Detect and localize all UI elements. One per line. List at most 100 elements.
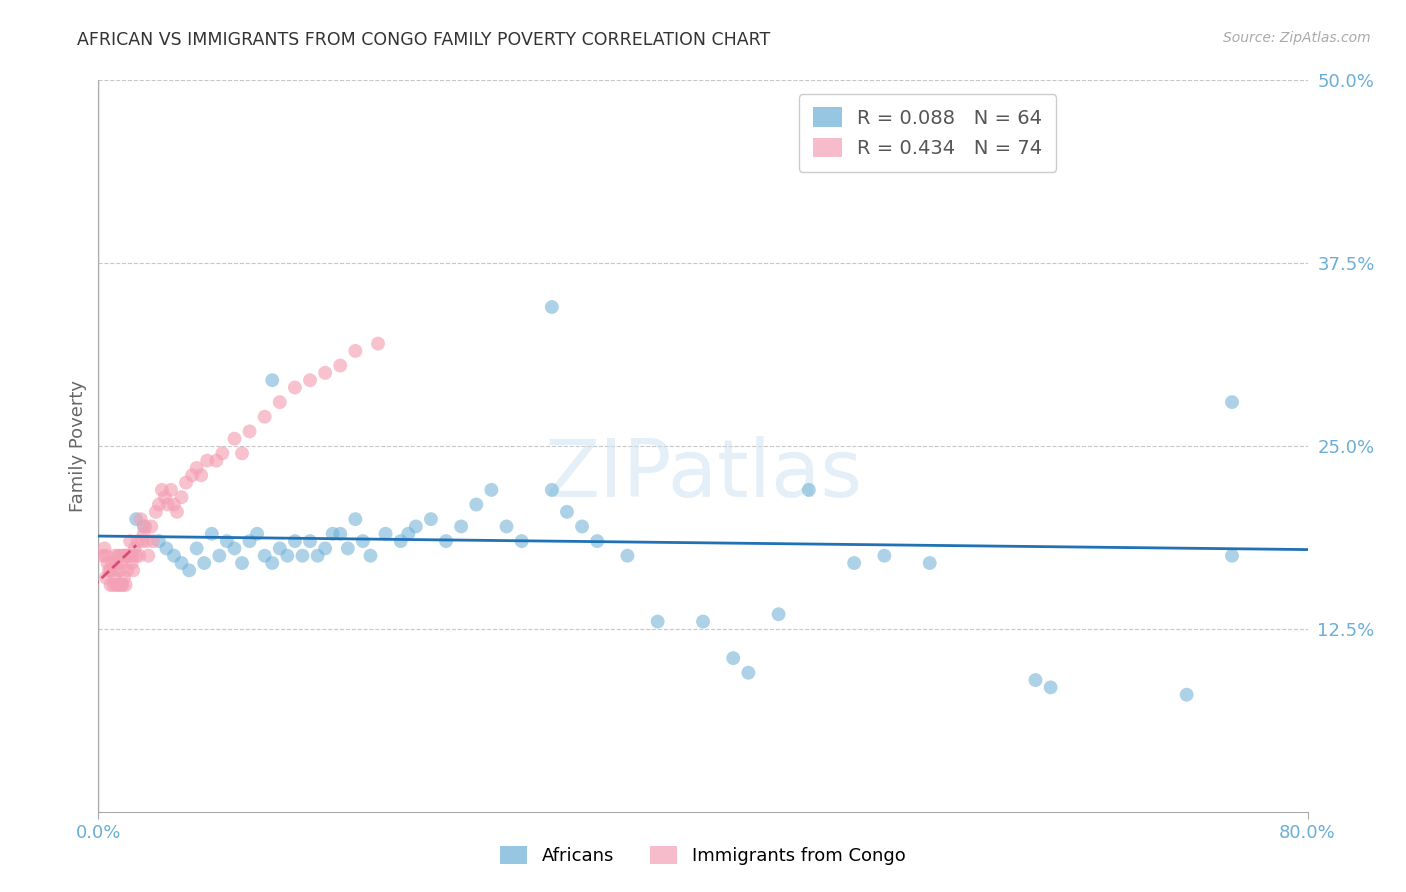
Point: [405, 519, 427, 533]
Point: [231, 556, 253, 570]
Point: [314, 366, 336, 380]
Point: [314, 541, 336, 556]
Legend: R = 0.088   N = 64, R = 0.434   N = 74: R = 0.088 N = 64, R = 0.434 N = 74: [799, 94, 1056, 171]
Point: [148, 498, 170, 512]
Point: [166, 505, 188, 519]
Point: [101, 556, 124, 570]
Point: [170, 556, 193, 570]
Point: [195, 453, 218, 467]
Point: [253, 409, 276, 424]
Point: [201, 526, 224, 541]
Point: [93, 541, 115, 556]
Legend: Africans, Immigrants from Congo: Africans, Immigrants from Congo: [494, 838, 912, 872]
Point: [768, 607, 790, 622]
Point: [163, 549, 186, 563]
Point: [510, 534, 533, 549]
Point: [299, 534, 322, 549]
Point: [344, 512, 367, 526]
Point: [118, 549, 141, 563]
Point: [193, 556, 215, 570]
Point: [262, 373, 284, 387]
Point: [555, 505, 578, 519]
Point: [647, 615, 669, 629]
Point: [125, 512, 148, 526]
Point: [540, 300, 562, 314]
Point: [156, 498, 179, 512]
Point: [208, 549, 231, 563]
Point: [224, 432, 246, 446]
Point: [1220, 395, 1243, 409]
Point: [616, 549, 638, 563]
Point: [1039, 681, 1062, 695]
Point: [322, 526, 344, 541]
Point: [481, 483, 503, 497]
Point: [103, 578, 125, 592]
Text: Source: ZipAtlas.com: Source: ZipAtlas.com: [1223, 31, 1371, 45]
Point: [115, 549, 138, 563]
Point: [329, 526, 352, 541]
Point: [125, 549, 148, 563]
Point: [262, 556, 284, 570]
Point: [1024, 146, 1046, 161]
Point: [111, 549, 134, 563]
Point: [450, 519, 472, 533]
Point: [104, 549, 127, 563]
Point: [121, 556, 143, 570]
Point: [94, 571, 117, 585]
Point: [110, 556, 132, 570]
Point: [100, 578, 122, 592]
Point: [94, 549, 117, 563]
Point: [374, 526, 396, 541]
Point: [367, 336, 389, 351]
Point: [96, 556, 118, 570]
Point: [186, 461, 208, 475]
Point: [160, 483, 183, 497]
Point: [100, 563, 122, 577]
Point: [360, 549, 382, 563]
Point: [571, 519, 593, 533]
Point: [224, 541, 246, 556]
Point: [434, 534, 457, 549]
Point: [211, 446, 233, 460]
Point: [231, 446, 253, 460]
Point: [179, 563, 201, 577]
Point: [239, 425, 262, 439]
Point: [215, 534, 238, 549]
Point: [132, 526, 155, 541]
Point: [111, 578, 134, 592]
Point: [276, 549, 298, 563]
Point: [723, 651, 745, 665]
Point: [291, 549, 314, 563]
Point: [121, 549, 143, 563]
Text: AFRICAN VS IMMIGRANTS FROM CONGO FAMILY POVERTY CORRELATION CHART: AFRICAN VS IMMIGRANTS FROM CONGO FAMILY …: [77, 31, 770, 49]
Point: [1024, 673, 1046, 687]
Point: [110, 578, 132, 592]
Point: [540, 483, 562, 497]
Point: [586, 534, 609, 549]
Point: [132, 519, 155, 533]
Point: [396, 526, 419, 541]
Point: [131, 534, 153, 549]
Point: [1175, 688, 1198, 702]
Point: [148, 534, 170, 549]
Point: [163, 498, 186, 512]
Point: [307, 549, 329, 563]
Point: [692, 615, 714, 629]
Point: [104, 571, 127, 585]
Y-axis label: Family Poverty: Family Poverty: [69, 380, 87, 512]
Point: [150, 483, 173, 497]
Point: [190, 468, 212, 483]
Point: [108, 549, 131, 563]
Point: [108, 563, 131, 577]
Point: [389, 534, 412, 549]
Point: [329, 359, 352, 373]
Point: [420, 512, 443, 526]
Point: [134, 519, 156, 533]
Point: [737, 665, 759, 680]
Point: [170, 490, 193, 504]
Point: [129, 512, 152, 526]
Point: [145, 505, 167, 519]
Point: [352, 534, 374, 549]
Point: [246, 526, 269, 541]
Text: ZIPatlas: ZIPatlas: [544, 436, 862, 515]
